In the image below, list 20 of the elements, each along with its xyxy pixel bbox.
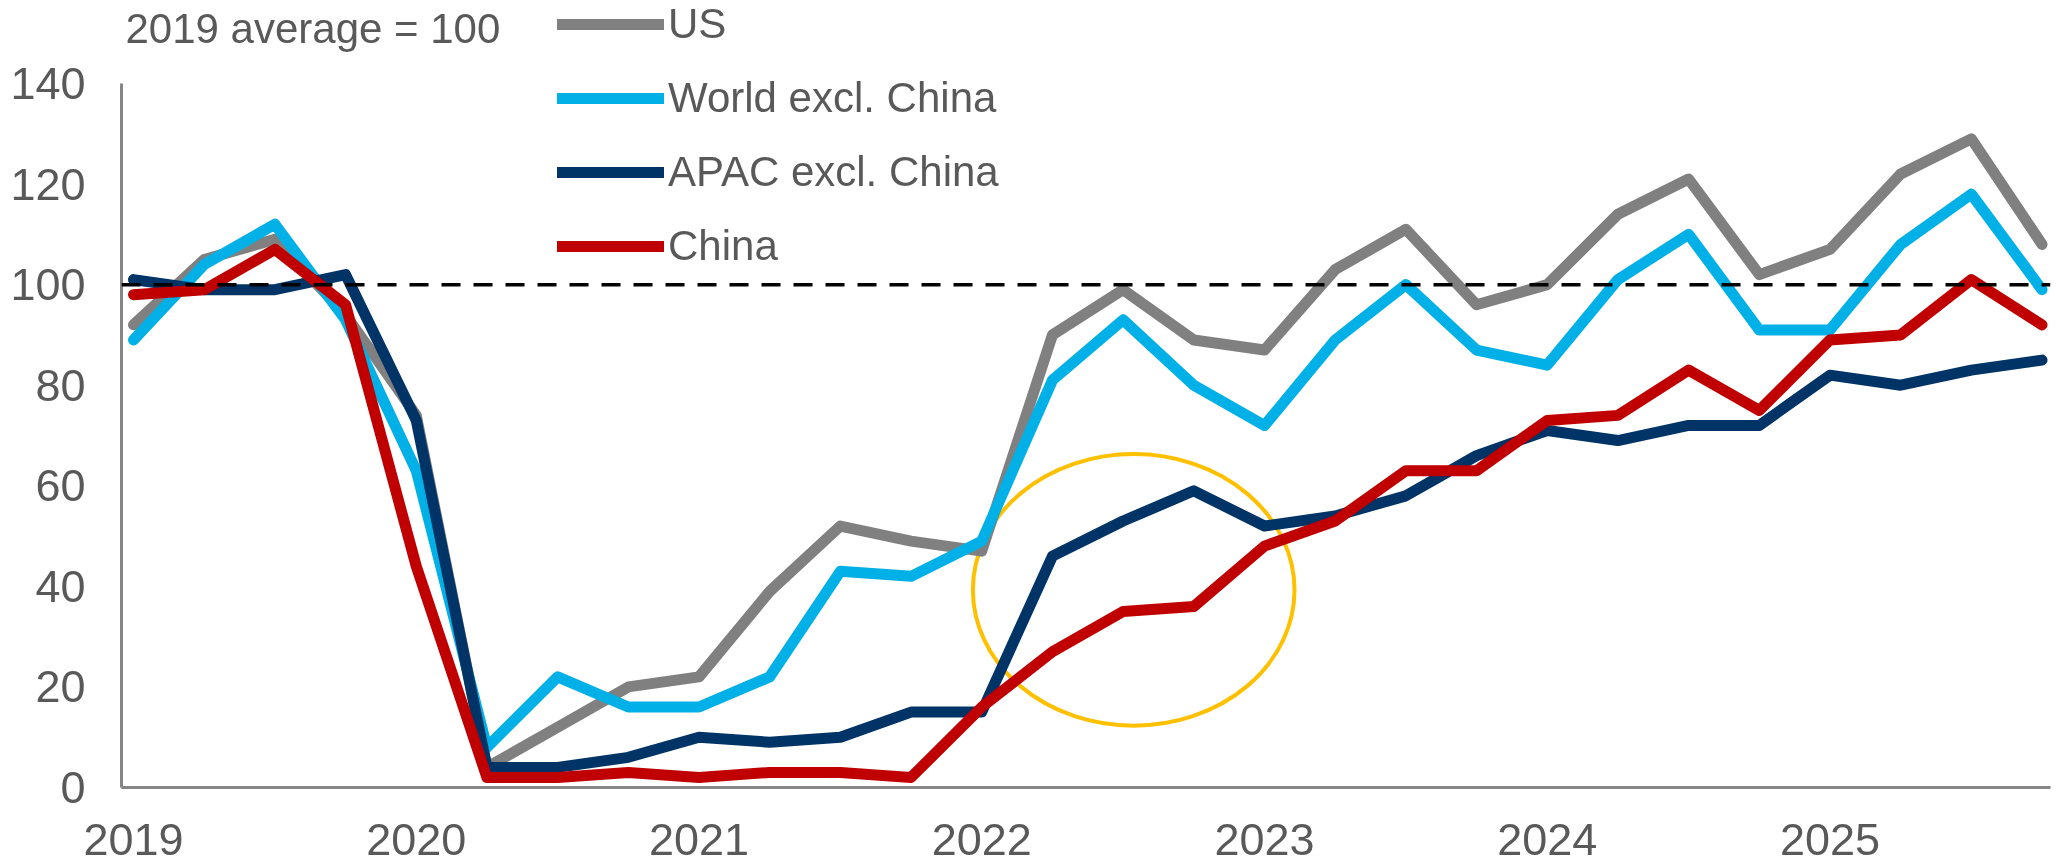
y-tick-label: 80 xyxy=(35,359,86,411)
x-tick-label: 2025 xyxy=(1779,813,1881,861)
legend-label: US xyxy=(668,1,727,48)
y-tick-label: 40 xyxy=(35,560,86,612)
y-tick-label: 140 xyxy=(10,58,86,109)
chart-title: 2019 average = 100 xyxy=(125,4,501,52)
legend-label: World excl. China xyxy=(668,74,997,122)
y-tick-label: 60 xyxy=(35,460,86,512)
y-tick-label: 0 xyxy=(60,762,86,813)
x-tick-label: 2019 xyxy=(83,813,184,861)
legend-label: China xyxy=(668,222,778,270)
x-tick-label: 2022 xyxy=(931,813,1032,861)
x-tick-label: 2023 xyxy=(1214,813,1315,861)
x-tick-label: 2021 xyxy=(648,813,750,861)
y-tick-label: 120 xyxy=(10,158,86,210)
y-tick-label: 20 xyxy=(35,661,86,713)
legend-label: APAC excl. China xyxy=(668,148,999,196)
y-tick-label: 100 xyxy=(10,259,86,311)
x-tick-label: 2020 xyxy=(366,813,467,861)
x-tick-label: 2024 xyxy=(1497,813,1598,861)
